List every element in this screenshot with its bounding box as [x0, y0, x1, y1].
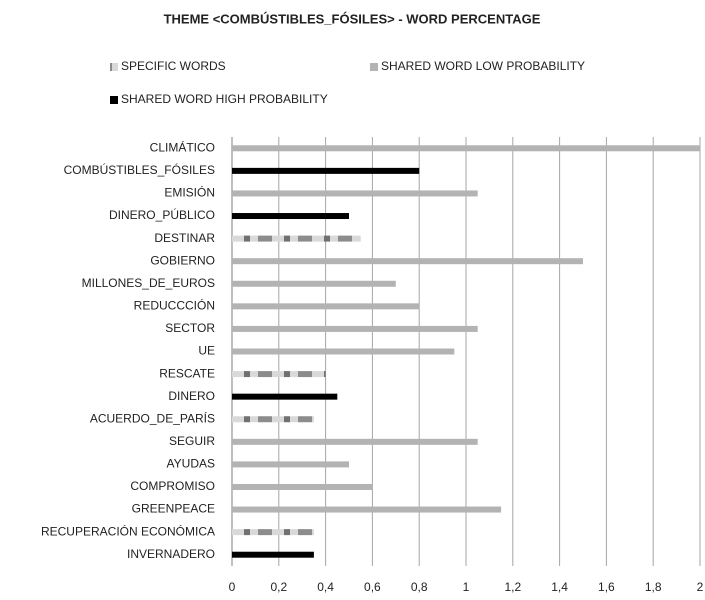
legend-label: SHARED WORD LOW PROBABILITY: [381, 59, 585, 73]
bar: [232, 325, 478, 332]
bar: [232, 438, 478, 445]
y-tick-label: REDUCCCIÓN: [134, 298, 215, 313]
y-tick-label: GREENPEACE: [132, 502, 215, 516]
y-tick-label: COMPROMISO: [130, 479, 215, 493]
bar: [232, 167, 420, 174]
bar: [232, 371, 326, 378]
x-tick-label: 0,4: [317, 580, 334, 594]
y-tick-label: SEGUIR: [169, 434, 215, 448]
x-tick-label: 0,8: [411, 580, 428, 594]
bar: [232, 416, 314, 423]
x-tick-label: 1,6: [598, 580, 615, 594]
x-tick-label: 1,2: [504, 580, 521, 594]
x-tick-label: 1: [463, 580, 470, 594]
bar: [232, 235, 361, 242]
bar: [232, 483, 373, 490]
legend-label: SPECIFIC WORDS: [121, 59, 226, 73]
y-tick-label: ACUERDO_DE_PARÍS: [90, 410, 215, 425]
bar: [232, 303, 420, 310]
bar: [232, 348, 455, 355]
legend-swatch: [370, 63, 378, 71]
bar: [232, 551, 314, 558]
y-tick-label: DINERO: [168, 389, 215, 403]
bar: [232, 529, 314, 536]
y-tick-label: RECUPERACIÓN ECONÓMICA: [41, 523, 215, 538]
y-tick-label: UE: [198, 344, 215, 358]
x-tick-label: 2: [697, 580, 704, 594]
x-tick-label: 0,6: [364, 580, 381, 594]
bar: [232, 213, 349, 220]
y-tick-label: SECTOR: [165, 321, 215, 335]
y-tick-label: DINERO_PÚBLICO: [109, 207, 215, 222]
bar: [232, 258, 583, 265]
y-tick-label: CLIMÁTICO: [150, 139, 215, 154]
y-tick-label: COMBÚSTIBLES_FÓSILES: [64, 162, 215, 177]
x-tick-label: 1,8: [645, 580, 662, 594]
legend-label: SHARED WORD HIGH PROBABILITY: [121, 92, 328, 106]
x-tick-label: 1,4: [551, 580, 568, 594]
bar: [232, 393, 338, 400]
y-tick-label: EMISIÓN: [164, 185, 215, 200]
y-tick-label: GOBIERNO: [150, 253, 215, 267]
bar: [232, 190, 478, 197]
y-tick-label: MILLONES_DE_EUROS: [82, 276, 215, 290]
y-tick-label: DESTINAR: [154, 231, 215, 245]
y-tick-label: AYUDAS: [167, 457, 215, 471]
bar: [232, 461, 349, 468]
chart-title: THEME <COMBÚSTIBLES_FÓSILES> - WORD PERC…: [164, 11, 541, 26]
legend-swatch: [110, 63, 118, 71]
y-tick-label: RESCATE: [159, 366, 215, 380]
x-tick-label: 0,2: [270, 580, 287, 594]
bar: [232, 280, 396, 287]
bar: [232, 506, 502, 513]
y-tick-label: INVERNADERO: [127, 547, 215, 561]
bar: [232, 145, 700, 152]
x-tick-label: 0: [229, 580, 236, 594]
legend-swatch: [110, 96, 118, 104]
